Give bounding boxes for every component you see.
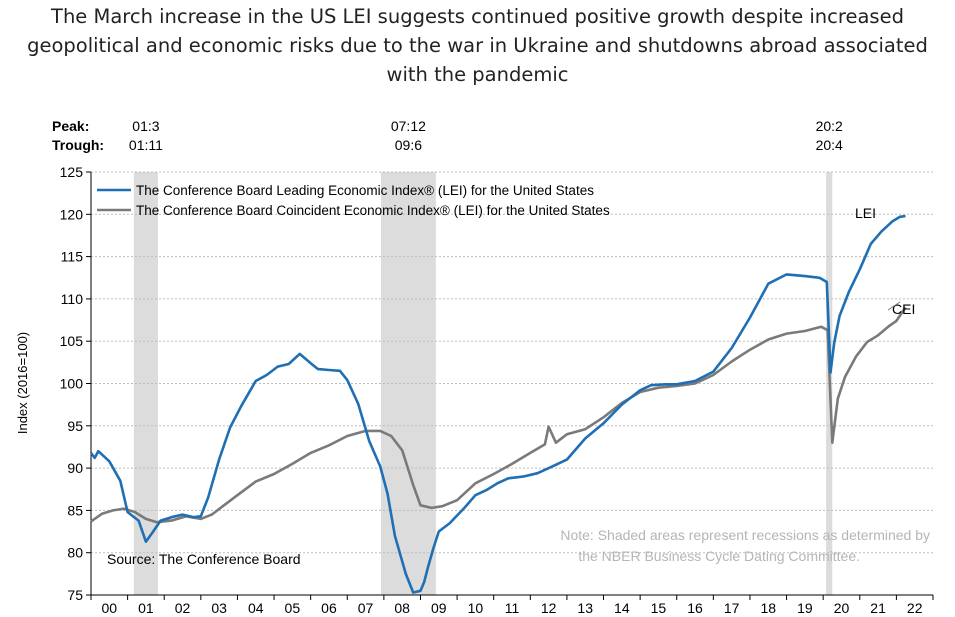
x-tick-label: 18 bbox=[760, 600, 776, 616]
recession-trough-date: 01:11 bbox=[129, 137, 163, 153]
y-tick-label: 75 bbox=[67, 587, 83, 603]
x-tick-label: 07 bbox=[358, 600, 374, 616]
legend-label: The Conference Board Coincident Economic… bbox=[136, 203, 610, 218]
recession-peak-date: 07:12 bbox=[391, 118, 426, 134]
x-tick-label: 06 bbox=[321, 600, 337, 616]
x-tick-label: 02 bbox=[175, 600, 191, 616]
note-line-2: the NBER Business Cycle Dating Committee… bbox=[578, 548, 860, 564]
x-tick-label: 14 bbox=[614, 600, 630, 616]
recession-trough-date: 09:6 bbox=[395, 137, 422, 153]
y-tick-label: 110 bbox=[61, 291, 84, 307]
x-tick-label: 13 bbox=[577, 600, 593, 616]
x-tick-label: 05 bbox=[285, 600, 301, 616]
recession-trough-date: 20:4 bbox=[816, 137, 843, 153]
series-line bbox=[89, 214, 906, 594]
y-tick-label: 95 bbox=[67, 418, 83, 434]
y-tick-label: 90 bbox=[67, 460, 83, 476]
cei-inline-label: CEI bbox=[892, 301, 915, 317]
y-tick-label: 105 bbox=[60, 333, 84, 349]
recession-band bbox=[133, 172, 158, 595]
y-axis-label: Index (2016=100) bbox=[15, 332, 30, 434]
y-tick-label: 100 bbox=[60, 376, 84, 392]
recession-peak-date: 01:3 bbox=[132, 118, 159, 134]
x-tick-label: 00 bbox=[102, 600, 118, 616]
x-tick-label: 12 bbox=[541, 600, 557, 616]
y-tick-label: 125 bbox=[60, 164, 84, 180]
x-tick-label: 01 bbox=[138, 600, 154, 616]
source-label: Source: The Conference Board bbox=[107, 551, 301, 567]
x-tick-label: 16 bbox=[687, 600, 703, 616]
cei-label-leader bbox=[887, 301, 901, 311]
recession-peak-date: 20:2 bbox=[816, 118, 843, 134]
x-tick-label: 03 bbox=[211, 600, 227, 616]
lei-inline-label: LEI bbox=[855, 205, 876, 221]
x-tick-label: 22 bbox=[907, 600, 923, 616]
x-tick-label: 09 bbox=[431, 600, 447, 616]
x-tick-label: 20 bbox=[834, 600, 850, 616]
y-tick-label: 115 bbox=[61, 249, 84, 265]
chart-title: The March increase in the US LEI suggest… bbox=[27, 5, 928, 86]
legend-label: The Conference Board Leading Economic In… bbox=[136, 183, 594, 198]
y-tick-label: 80 bbox=[67, 545, 83, 561]
x-tick-label: 17 bbox=[724, 600, 740, 616]
series-line bbox=[90, 306, 907, 524]
trough-label: Trough: bbox=[52, 137, 104, 153]
note-line-1: Note: Shaded areas represent recessions … bbox=[560, 527, 930, 543]
x-tick-label: 10 bbox=[468, 600, 484, 616]
x-tick-label: 19 bbox=[797, 600, 813, 616]
y-tick-label: 120 bbox=[60, 206, 84, 222]
x-tick-label: 15 bbox=[651, 600, 667, 616]
peak-label: Peak: bbox=[52, 118, 89, 134]
x-tick-label: 11 bbox=[505, 600, 520, 616]
x-tick-label: 04 bbox=[248, 600, 264, 616]
x-tick-label: 08 bbox=[394, 600, 410, 616]
y-tick-label: 85 bbox=[67, 502, 83, 518]
x-tick-label: 21 bbox=[870, 600, 886, 616]
